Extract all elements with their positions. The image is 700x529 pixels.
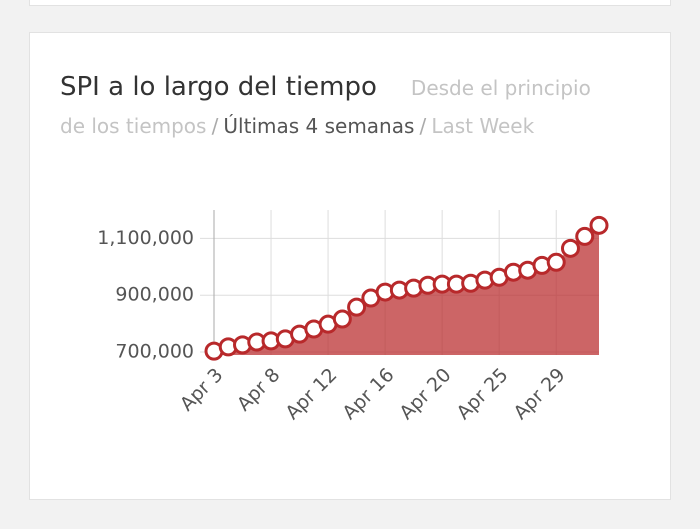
- x-tick-label: Apr 8: [233, 364, 285, 416]
- x-tick-label: Apr 16: [338, 364, 398, 424]
- card: [29, 0, 671, 6]
- x-tick-label: Apr 3: [176, 364, 228, 416]
- card-header: SPI a lo largo del tiempo Desde el princi…: [60, 69, 620, 146]
- chart-title: SPI a lo largo del tiempo: [60, 72, 377, 102]
- time-filter[interactable]: Last Week: [431, 114, 535, 138]
- x-tick-label: Apr 20: [395, 364, 455, 424]
- marker: [546, 252, 566, 272]
- separator: /: [211, 114, 219, 138]
- x-tick-label: Apr 12: [281, 364, 341, 424]
- marker: [589, 215, 609, 235]
- marker: [347, 297, 367, 317]
- y-tick-label: 700,000: [115, 341, 194, 363]
- time-filter[interactable]: Desde el principio de los tiempos: [60, 76, 591, 138]
- y-tick-label: 1,100,000: [97, 227, 194, 249]
- x-tick-label: Apr 29: [509, 364, 569, 424]
- marker: [575, 226, 595, 246]
- marker: [332, 309, 352, 329]
- separator: /: [419, 114, 427, 138]
- x-tick-label: Apr 25: [452, 364, 512, 424]
- marker: [560, 238, 580, 258]
- time-filter[interactable]: Últimas 4 semanas: [223, 114, 415, 138]
- y-tick-label: 900,000: [115, 284, 194, 306]
